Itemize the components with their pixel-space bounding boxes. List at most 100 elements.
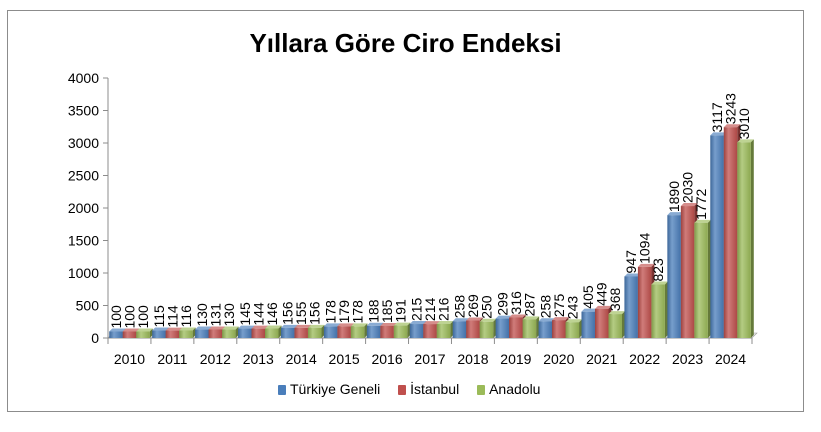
x-tick-label: 2010 bbox=[114, 351, 145, 367]
bar-top bbox=[238, 325, 255, 329]
legend: Türkiye Geneli İstanbul Anadolu bbox=[278, 381, 554, 397]
data-label: 130 bbox=[221, 303, 237, 327]
x-tick-label: 2011 bbox=[157, 351, 187, 367]
bar-top bbox=[680, 203, 698, 207]
data-label: 243 bbox=[564, 296, 580, 320]
bar bbox=[651, 284, 665, 338]
bar bbox=[423, 324, 437, 338]
bar-top bbox=[109, 328, 126, 332]
bar-side bbox=[278, 325, 282, 338]
x-tick-label: 2015 bbox=[329, 351, 360, 367]
data-label: 144 bbox=[250, 302, 266, 326]
bar-top bbox=[179, 327, 196, 331]
bar bbox=[238, 328, 252, 338]
x-tick-label: 2012 bbox=[200, 351, 231, 367]
x-tick-label: 2014 bbox=[286, 351, 317, 367]
data-label: 191 bbox=[393, 299, 409, 323]
bar bbox=[710, 135, 724, 338]
legend-swatch-istanbul bbox=[398, 385, 407, 395]
bar-top bbox=[624, 273, 641, 277]
bar-top bbox=[165, 327, 183, 331]
bar-top bbox=[136, 328, 153, 332]
data-label: 269 bbox=[465, 294, 481, 318]
bar bbox=[380, 325, 394, 338]
data-label: 823 bbox=[650, 258, 666, 282]
bar-top bbox=[594, 305, 612, 309]
bar-top bbox=[581, 308, 598, 312]
x-tick-label: 2013 bbox=[243, 351, 274, 367]
data-label: 146 bbox=[264, 302, 280, 326]
bar-top bbox=[509, 314, 526, 318]
bar-side bbox=[364, 323, 368, 338]
y-tick-label: 1500 bbox=[68, 233, 99, 249]
bar-top bbox=[479, 318, 497, 322]
bar-top bbox=[452, 318, 470, 322]
bar-top bbox=[323, 323, 341, 327]
bar-top bbox=[208, 326, 226, 330]
bar bbox=[680, 206, 695, 338]
bar bbox=[565, 322, 580, 338]
bar-top bbox=[651, 281, 668, 285]
bar-top bbox=[265, 325, 282, 329]
bar-side bbox=[450, 320, 454, 338]
bar bbox=[667, 215, 681, 338]
x-tick-label: 2019 bbox=[500, 351, 531, 367]
bar-top bbox=[122, 328, 140, 332]
bar-top bbox=[522, 316, 540, 320]
bar bbox=[337, 326, 351, 338]
data-label: 316 bbox=[508, 291, 524, 315]
bar bbox=[350, 326, 365, 338]
y-tick-label: 1000 bbox=[68, 265, 99, 281]
bar-side bbox=[621, 311, 625, 338]
y-tick-label: 2000 bbox=[68, 200, 99, 216]
legend-item-istanbul: İstanbul bbox=[398, 381, 459, 397]
bar bbox=[280, 327, 295, 338]
bar bbox=[452, 321, 467, 338]
data-label: 1772 bbox=[693, 188, 709, 219]
bar-top bbox=[495, 315, 513, 319]
data-label: 130 bbox=[194, 303, 210, 327]
bar-top bbox=[222, 326, 239, 330]
data-label: 3010 bbox=[736, 108, 752, 139]
bar-top bbox=[466, 317, 483, 321]
bar-side bbox=[407, 322, 411, 338]
x-tick-label: 2023 bbox=[672, 351, 703, 367]
data-label: 299 bbox=[494, 292, 510, 316]
bar-top bbox=[694, 219, 711, 223]
bar bbox=[179, 330, 193, 338]
bar-top bbox=[195, 326, 212, 330]
data-label: 258 bbox=[537, 295, 553, 319]
bar-top bbox=[538, 318, 556, 322]
bar-top bbox=[393, 322, 411, 326]
data-label: 100 bbox=[121, 305, 137, 329]
bar-side bbox=[536, 316, 540, 338]
data-label: 215 bbox=[409, 297, 425, 321]
bar bbox=[366, 325, 381, 338]
data-label: 188 bbox=[366, 299, 382, 323]
data-label: 156 bbox=[307, 301, 323, 325]
bar bbox=[294, 327, 308, 338]
bar-top bbox=[294, 324, 311, 328]
bar bbox=[509, 317, 523, 338]
bar-side bbox=[493, 318, 497, 338]
data-label: 405 bbox=[580, 285, 596, 309]
data-label: 178 bbox=[350, 300, 366, 324]
data-label: 155 bbox=[293, 301, 309, 325]
bar-top bbox=[380, 322, 397, 326]
chart-title: Yıllara Göre Ciro Endeksi bbox=[249, 28, 562, 58]
bar bbox=[723, 127, 738, 338]
bar-side bbox=[750, 139, 754, 338]
bar-side bbox=[321, 324, 325, 338]
legend-swatch-turkiye bbox=[278, 385, 286, 395]
x-tick-label: 2022 bbox=[629, 351, 660, 367]
data-label: 1094 bbox=[637, 233, 653, 264]
bar-top bbox=[667, 212, 684, 216]
bar-top bbox=[152, 327, 169, 331]
bar bbox=[737, 142, 751, 338]
x-tick-label: 2017 bbox=[414, 351, 445, 367]
bar-top bbox=[280, 324, 298, 328]
data-label: 156 bbox=[280, 301, 296, 325]
legend-item-anadolu: Anadolu bbox=[477, 381, 540, 397]
bar-side bbox=[192, 327, 196, 338]
bar-top bbox=[251, 325, 269, 329]
